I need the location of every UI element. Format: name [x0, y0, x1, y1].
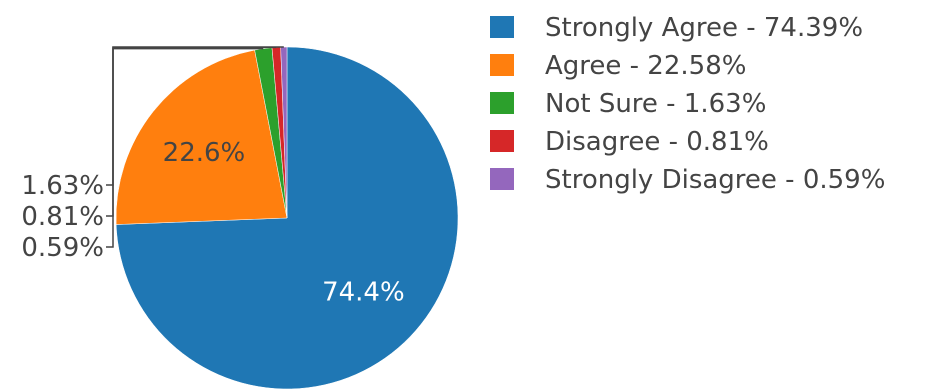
legend-item-agree[interactable]: Agree - 22.58% [490, 51, 746, 81]
slice-label-strongly-disagree: 0.59% [21, 233, 104, 263]
slice-label-not-sure: 1.63% [21, 171, 104, 201]
slice-label-agree: 22.6% [163, 138, 246, 168]
legend-swatch-strongly-disagree [490, 168, 514, 190]
slice-labels: 74.4% 22.6% 1.63%0.81%0.59% [21, 138, 404, 307]
legend-swatch-not-sure [490, 92, 514, 114]
pie-slice-agree[interactable] [115, 49, 288, 225]
slice-label-strongly-agree: 74.4% [322, 278, 405, 308]
legend-label-agree: Agree - 22.58% [545, 51, 746, 81]
legend-swatch-disagree [490, 130, 514, 152]
legend-item-not-sure[interactable]: Not Sure - 1.63% [490, 89, 766, 119]
label-leader-lines [106, 46, 284, 248]
leader-line-strongly-disagree [106, 46, 284, 248]
legend-swatch-strongly-agree [490, 16, 514, 38]
legend-label-not-sure: Not Sure - 1.63% [545, 89, 766, 119]
legend-item-strongly-disagree[interactable]: Strongly Disagree - 0.59% [490, 165, 885, 195]
legend-label-strongly-disagree: Strongly Disagree - 0.59% [545, 165, 885, 195]
legend-swatch-agree [490, 54, 514, 76]
legend-label-strongly-agree: Strongly Agree - 74.39% [545, 13, 863, 43]
legend-label-disagree: Disagree - 0.81% [545, 127, 769, 157]
legend-item-strongly-agree[interactable]: Strongly Agree - 74.39% [490, 13, 863, 43]
pie-slices [115, 46, 459, 390]
legend-item-disagree[interactable]: Disagree - 0.81% [490, 127, 769, 157]
legend[interactable]: Strongly Agree - 74.39% Agree - 22.58% Not… [490, 13, 885, 195]
slice-label-disagree: 0.81% [21, 202, 104, 232]
